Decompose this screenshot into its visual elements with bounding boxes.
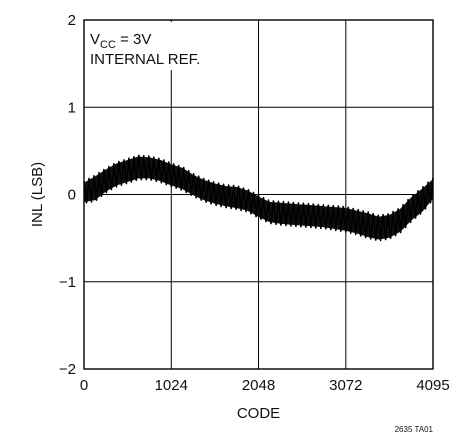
- y-tick-label-2: 0: [68, 187, 76, 204]
- x-tick-labels: 0 1024 2048 3072 4095: [80, 377, 450, 394]
- x-tick-label-0: 0: [80, 377, 88, 394]
- x-axis-title: CODE: [237, 405, 280, 422]
- annotation-subscript: CC: [100, 39, 116, 51]
- x-tick-label-2: 2048: [242, 377, 275, 394]
- x-tick-label-4: 4095: [416, 377, 449, 394]
- y-tick-labels: −2 −1 0 1 2: [59, 12, 76, 378]
- plot-frame: [83, 19, 434, 370]
- x-tick-label-1: 1024: [155, 377, 188, 394]
- annotation-reference: INTERNAL REF.: [90, 51, 200, 68]
- annotation-background: [86, 22, 184, 70]
- x-tick-label-3: 3072: [329, 377, 362, 394]
- y-tick-label-4: 2: [68, 12, 76, 29]
- y-axis-title: INL (LSB): [29, 162, 46, 227]
- grid: [84, 20, 433, 369]
- figure-id: 2635 TA01: [395, 425, 434, 434]
- y-tick-label-0: −2: [59, 361, 76, 378]
- annotation-supply: VCC = 3V: [90, 31, 151, 51]
- y-tick-label-3: 1: [68, 99, 76, 116]
- y-tick-label-1: −1: [59, 274, 76, 291]
- inl-trace-0: [83, 154, 434, 242]
